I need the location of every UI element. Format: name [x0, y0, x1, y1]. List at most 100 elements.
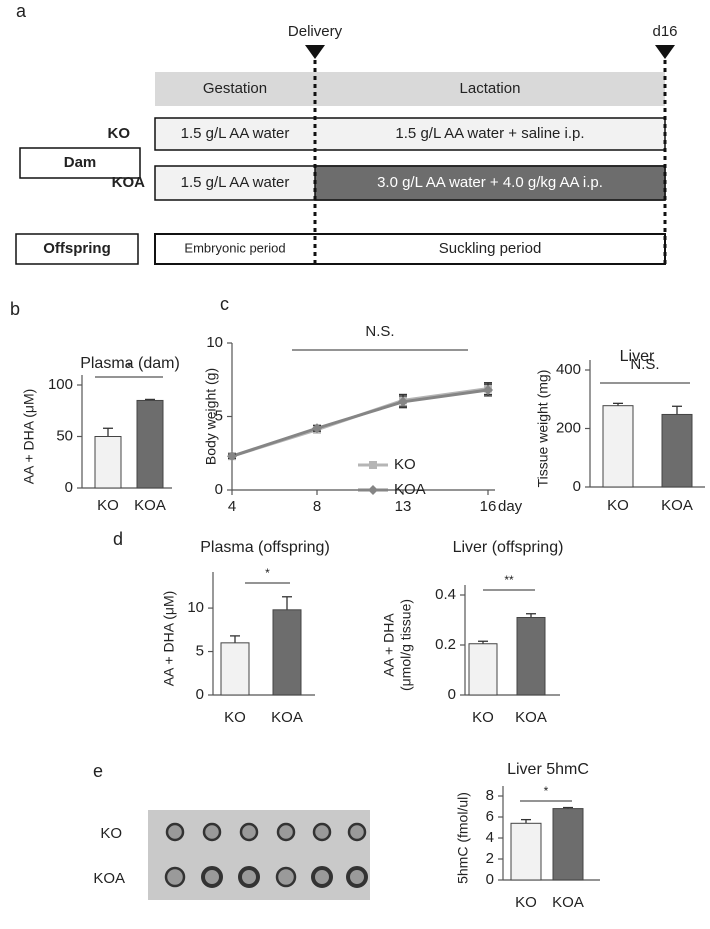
koa-lactation-cell: [314, 165, 666, 201]
y-tick-label: 200: [556, 419, 581, 436]
chart-title: Liver: [620, 348, 655, 365]
bar: [94, 436, 122, 489]
bar: [136, 399, 164, 489]
y-tick-label: 0: [448, 686, 456, 703]
y-tick-label: 0: [573, 478, 581, 495]
panel-label: c: [220, 294, 229, 314]
bar: [220, 642, 250, 696]
offspring-row: [154, 233, 666, 265]
y-axis-label: (μmol/g tissue): [398, 599, 414, 691]
marker: [483, 385, 493, 396]
offspring-box: [15, 233, 139, 265]
x-tick-label: KOA: [661, 497, 693, 514]
chart-title: Liver 5hmC: [507, 761, 589, 778]
bar: [516, 617, 546, 696]
blot-membrane: [148, 810, 370, 900]
significance-label: N.S.: [365, 323, 394, 340]
x-tick-label: KO: [607, 497, 629, 514]
x-tick-label: 8: [313, 498, 321, 515]
cell: Embryonic period: [184, 240, 285, 255]
y-tick-label: 100: [48, 376, 73, 393]
x-axis-label: day: [498, 498, 523, 515]
x-tick-label: KO: [97, 497, 119, 514]
y-tick-label: 0: [65, 479, 73, 496]
timeline-diagram: Delivery d16 Gestation Lactation KO 1.5 …: [15, 23, 678, 265]
significance-label: *: [127, 360, 132, 374]
chart-title: Liver (offspring): [453, 539, 564, 556]
bar: [468, 643, 498, 696]
ko-row: [154, 117, 666, 151]
marker: [655, 45, 675, 59]
y-tick-label: 5: [196, 643, 204, 660]
bar: [552, 808, 584, 881]
x-tick-label: KOA: [134, 497, 166, 514]
marker: [398, 396, 408, 407]
row-label: KO: [108, 125, 131, 142]
gestation-label: Gestation: [203, 80, 267, 97]
y-tick-label: 0.2: [435, 636, 456, 653]
y-axis-label: AA + DHA (μM): [161, 591, 177, 687]
y-tick-label: 5: [215, 407, 223, 424]
series-line: [231, 388, 489, 458]
legend-label: KO: [394, 456, 416, 473]
x-tick-label: 4: [228, 498, 236, 515]
y-tick-label: 400: [556, 361, 581, 378]
panel-label: d: [113, 529, 123, 549]
y-tick-label: 50: [56, 427, 73, 444]
significance-label: **: [504, 573, 514, 587]
y-axis-label: 5hmC (fmol/ul): [455, 792, 471, 884]
x-tick-label: KOA: [515, 709, 547, 726]
marker: [227, 451, 237, 462]
cell: 1.5 g/L AA water + saline i.p.: [395, 125, 584, 142]
x-tick-label: KOA: [271, 709, 303, 726]
series-line: [231, 387, 489, 458]
significance-label: *: [544, 784, 549, 798]
dam-label: Dam: [64, 154, 97, 171]
bar: [272, 609, 302, 696]
row-label: KO: [100, 825, 122, 842]
lactation-label: Lactation: [460, 80, 521, 97]
y-tick-label: 0.4: [435, 586, 456, 603]
panel-label: b: [10, 299, 20, 319]
significance-label: *: [265, 566, 270, 580]
y-tick-label: 8: [486, 787, 494, 804]
x-tick-label: KO: [472, 709, 494, 726]
legend-marker: [368, 485, 378, 495]
y-tick-label: 0: [215, 481, 223, 498]
end-label: d16: [652, 23, 677, 40]
marker: [312, 423, 322, 434]
row-label: KOA: [93, 870, 125, 887]
offspring-label: Offspring: [43, 240, 111, 257]
x-tick-label: 13: [395, 498, 412, 515]
y-axis-label: AA + DHA: [381, 613, 397, 677]
panel-label: e: [93, 761, 103, 781]
x-tick-label: 16: [480, 498, 497, 515]
y-tick-label: 10: [187, 599, 204, 616]
dam-box: [19, 147, 141, 179]
cell: 1.5 g/L AA water: [181, 174, 290, 191]
delivery-label: Delivery: [288, 23, 343, 40]
chart-title: Plasma (offspring): [200, 539, 330, 556]
bar: [510, 822, 542, 881]
y-tick-label: 2: [486, 850, 494, 867]
y-tick-label: 4: [486, 829, 494, 846]
significance-label: N.S.: [630, 356, 659, 373]
chart-title: Plasma (dam): [80, 355, 180, 372]
y-axis-label: AA + DHA (μM): [21, 389, 37, 485]
row-label: KOA: [112, 174, 146, 191]
legend-marker: [369, 461, 377, 469]
bar: [661, 413, 693, 488]
x-tick-label: KOA: [552, 894, 584, 911]
y-tick-label: 10: [206, 334, 223, 351]
marker: [305, 45, 325, 59]
bar: [602, 405, 634, 488]
legend-label: KOA: [394, 481, 426, 498]
y-tick-label: 0: [196, 686, 204, 703]
y-axis-label: Tissue weight (mg): [535, 370, 551, 488]
panel-label: a: [16, 1, 27, 21]
cell: 3.0 g/L AA water + 4.0 g/kg AA i.p.: [377, 174, 603, 191]
blot-dots: [164, 822, 368, 888]
dot-blot: KO KOA: [93, 810, 370, 900]
header-band: [155, 72, 665, 106]
